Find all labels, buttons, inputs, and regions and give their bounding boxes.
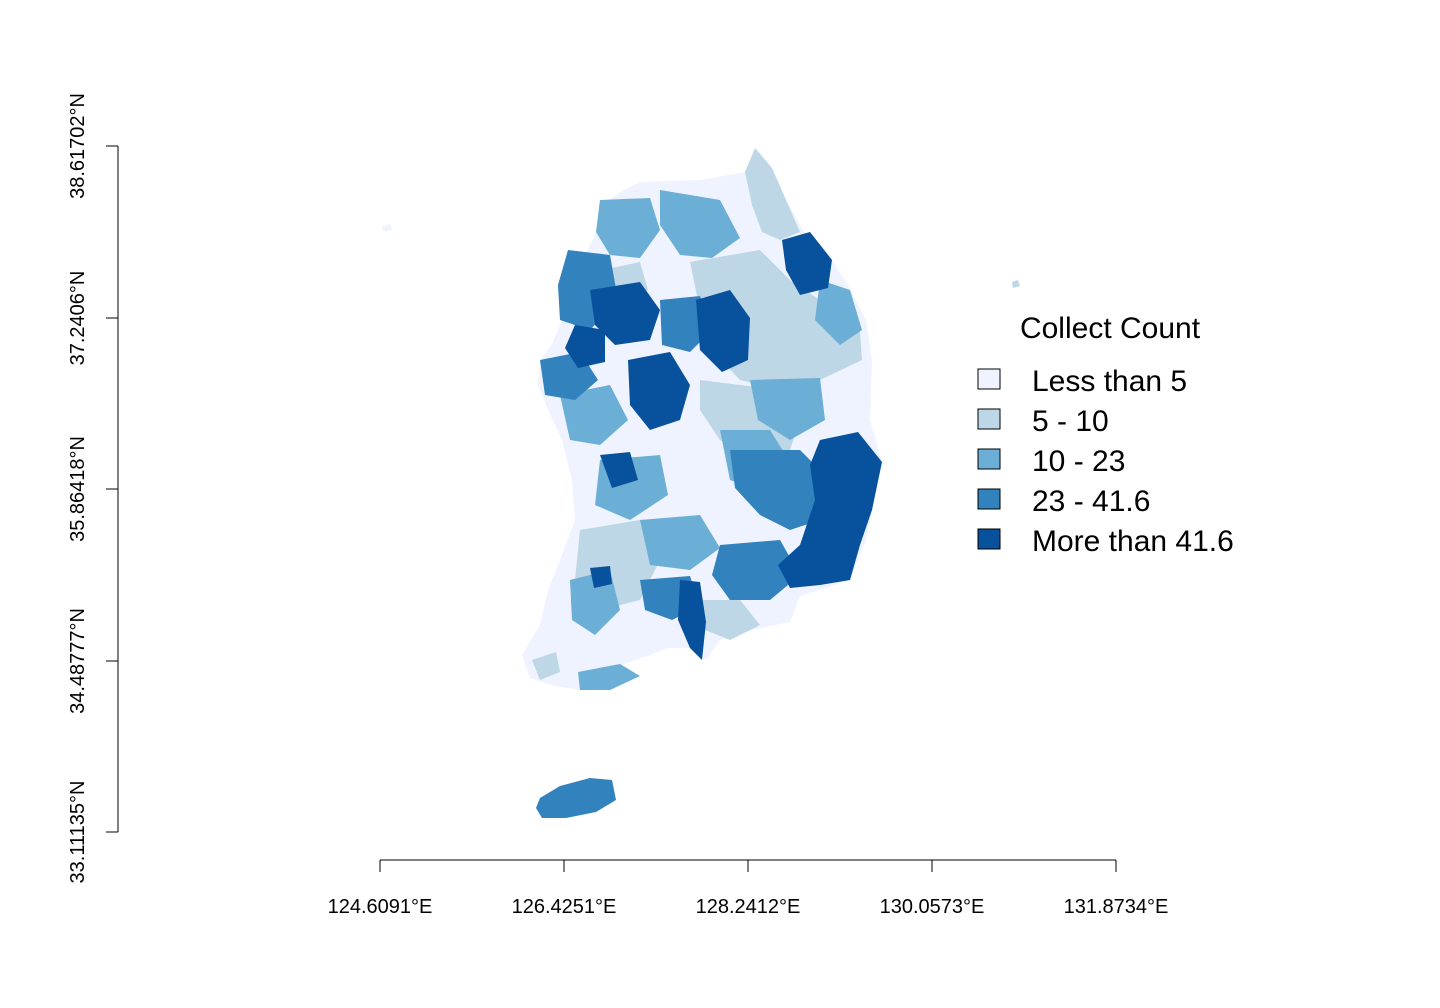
region-north-west-b — [565, 325, 605, 368]
x-tick-label: 131.8734°E — [1064, 896, 1169, 918]
jeju-island — [536, 778, 616, 818]
y-tick-label: 38.61702°N — [67, 93, 89, 199]
region-jeolla-south — [570, 570, 620, 635]
y-tick-label: 35.86418°N — [67, 436, 89, 542]
region-gangwon-east — [782, 232, 832, 295]
legend-label: More than 41.6 — [1032, 525, 1234, 558]
region-north-central — [660, 190, 740, 258]
legend-label: 10 - 23 — [1032, 445, 1125, 478]
legend: Collect Count Less than 5 5 - 10 10 - 23… — [977, 312, 1234, 558]
x-tick-label: 124.6091°E — [328, 896, 433, 918]
region-gangwon-central — [696, 290, 750, 372]
islet-northwest — [382, 224, 392, 232]
y-tick-label: 33.11135°N — [67, 781, 89, 884]
region-southwest-island — [532, 652, 560, 680]
legend-swatch — [977, 368, 1001, 390]
region-gyeongnam-west — [640, 515, 720, 570]
region-jeonnam-west — [600, 452, 638, 488]
region-northwest-a — [596, 198, 660, 258]
y-axis: 33.11135°N 34.48777°N 35.86418°N 37.2406… — [67, 93, 119, 884]
legend-swatch — [977, 528, 1001, 550]
x-axis: 124.6091°E 126.4251°E 128.2412°E 130.057… — [328, 859, 1169, 918]
region-south-isles — [578, 664, 640, 690]
region-daegu-area — [730, 450, 830, 530]
legend-label: Less than 5 — [1032, 365, 1187, 398]
region-south-coast-a — [700, 600, 760, 640]
region-gyeongnam-central — [712, 540, 800, 600]
legend-title: Collect Count — [1020, 312, 1201, 345]
region-southwest-dark — [590, 566, 612, 588]
region-central-a — [750, 378, 825, 440]
region-namhae — [678, 580, 706, 660]
legend-swatch — [977, 448, 1001, 470]
region-northeast-coast — [745, 148, 800, 240]
x-tick-label: 130.0573°E — [880, 896, 985, 918]
islet-dokdo — [1012, 280, 1020, 288]
region-chungbuk — [628, 352, 690, 430]
region-gyeongbuk-east — [778, 432, 882, 588]
region-gyeonggi-core — [590, 282, 660, 345]
x-tick-label: 126.4251°E — [512, 896, 617, 918]
legend-swatch — [977, 408, 1001, 430]
map-regions — [382, 148, 1020, 818]
legend-label: 5 - 10 — [1032, 405, 1109, 438]
legend-label: 23 - 41.6 — [1032, 485, 1150, 518]
region-chungcheong-west — [560, 385, 628, 445]
region-east-slope — [815, 280, 862, 345]
legend-swatch — [977, 488, 1001, 510]
x-tick-label: 128.2412°E — [696, 896, 801, 918]
y-tick-label: 37.2406°N — [67, 271, 89, 366]
y-tick-label: 34.48777°N — [67, 608, 89, 714]
